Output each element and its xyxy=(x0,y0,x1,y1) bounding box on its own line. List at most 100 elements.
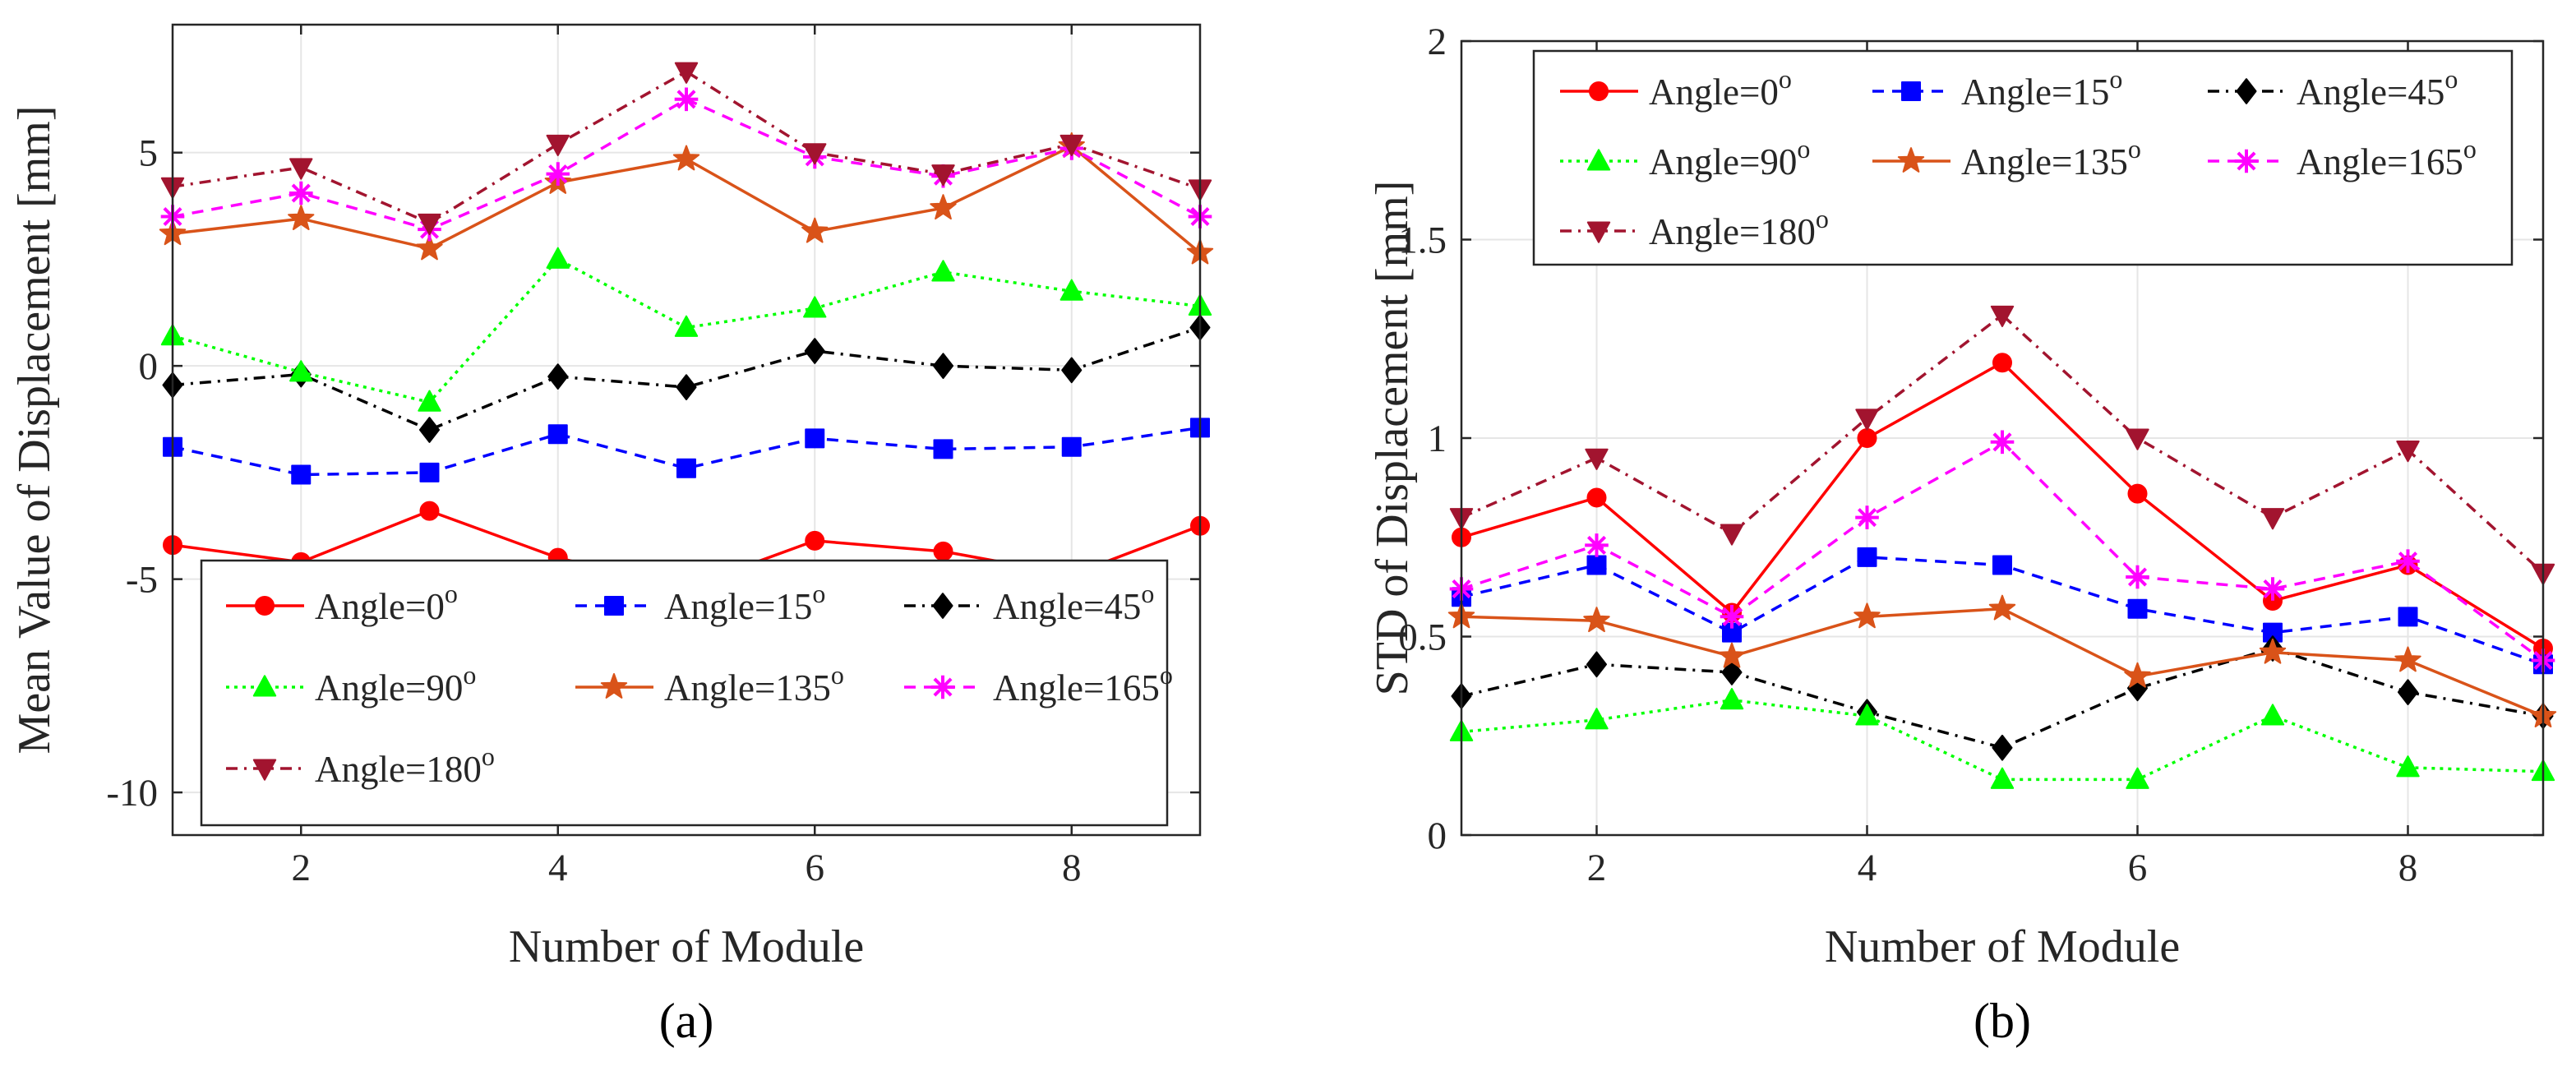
legend-label-superscript: o xyxy=(2128,134,2141,164)
legend-item: Angle=45o xyxy=(904,579,1154,627)
y-tick-label: 1.5 xyxy=(1398,219,1447,262)
legend-label-text: Angle=0 xyxy=(315,586,445,627)
ticks: 2 4 6 8 0 0.5 1 1.5 2 xyxy=(1398,21,2543,889)
legend-label-superscript: o xyxy=(1797,134,1810,164)
legend-item: Angle=0o xyxy=(226,579,458,627)
data-point xyxy=(2394,646,2421,672)
legend-label-text: Angle=15 xyxy=(664,586,812,627)
data-point xyxy=(1720,688,1744,710)
chart-a: 2 4 6 8 -10 -5 0 5 Number of Module Mean Value of… xyxy=(9,23,1214,1048)
x-axis-label: Number of Module xyxy=(509,921,864,972)
data-point xyxy=(289,360,313,382)
data-point xyxy=(1585,448,1609,470)
data-point xyxy=(676,374,697,400)
data-point xyxy=(2398,607,2418,627)
x-tick-label: 2 xyxy=(292,847,312,889)
legend-label-text: Angle=45 xyxy=(993,586,1141,627)
legend-label-superscript: o xyxy=(482,741,495,771)
data-point xyxy=(2126,565,2149,589)
legend-item: Angle=135o xyxy=(1872,134,2141,182)
legend-item: Angle=180o xyxy=(226,741,495,790)
legend-item: Angle=165o xyxy=(904,660,1173,708)
data-point xyxy=(2126,767,2149,789)
data-point xyxy=(288,205,315,230)
data-point xyxy=(291,464,312,485)
data-point xyxy=(1990,767,2015,789)
data-point xyxy=(2263,622,2283,643)
data-point xyxy=(1992,555,2012,575)
data-point xyxy=(1855,505,1879,529)
data-point xyxy=(2397,679,2419,705)
legend-swatch-marker xyxy=(600,673,628,699)
legend-label-superscript: o xyxy=(1141,579,1154,608)
data-point xyxy=(1722,622,1742,643)
data-point xyxy=(933,541,953,561)
legend-box xyxy=(1532,49,2514,266)
legend-swatch-marker xyxy=(2236,78,2257,104)
legend-swatch-marker xyxy=(1897,147,1925,173)
legend-swatch-marker xyxy=(1589,81,1609,101)
legend-label: Angle=0o xyxy=(315,579,458,627)
legend-label-text: Angle=180 xyxy=(1649,211,1816,252)
data-point xyxy=(2260,577,2285,601)
data-point xyxy=(2259,638,2287,664)
y-tick-label: -5 xyxy=(126,559,158,602)
legend-label-superscript: o xyxy=(831,660,844,690)
data-point xyxy=(2126,428,2149,450)
y-axis-label: Mean Value of Displacement [mm] xyxy=(9,106,60,755)
legend-item: Angle=135o xyxy=(575,660,844,708)
data-point xyxy=(2124,662,2151,688)
legend-label-text: Angle=165 xyxy=(993,667,1160,708)
legend-label: Angle=90o xyxy=(315,660,476,708)
x-tick-label: 6 xyxy=(806,847,825,889)
y-tick-label: 1 xyxy=(1428,418,1447,460)
series-line-angle-90 xyxy=(1461,699,2544,782)
data-point xyxy=(1583,607,1610,633)
data-point xyxy=(1720,524,1744,546)
legend-label-text: Angle=180 xyxy=(315,749,482,790)
legend-item: Angle=0o xyxy=(1560,64,1792,113)
legend-swatch-marker xyxy=(930,675,955,699)
legend-swatch-marker xyxy=(255,596,275,616)
data-point xyxy=(2396,441,2420,463)
data-point xyxy=(803,143,827,165)
x-tick-label: 8 xyxy=(1062,847,1082,889)
legend-label: Angle=90o xyxy=(1649,134,1810,182)
x-tick-label: 8 xyxy=(2398,847,2418,889)
legend-label-superscript: o xyxy=(1779,64,1792,94)
data-point xyxy=(546,162,570,186)
data-point xyxy=(289,158,313,180)
data-point xyxy=(419,501,440,521)
legend-swatch-marker xyxy=(604,596,624,616)
x-axis-label: Number of Module xyxy=(1825,921,2180,972)
data-point xyxy=(1061,436,1082,457)
data-point xyxy=(932,353,954,380)
legend-label: Angle=135o xyxy=(1961,134,2141,182)
x-tick-label: 2 xyxy=(1587,847,1607,889)
series-group xyxy=(1447,305,2557,789)
data-point xyxy=(1586,651,1608,678)
y-tick-label: -10 xyxy=(106,772,158,815)
data-point xyxy=(1721,659,1743,685)
legend-label-superscript: o xyxy=(463,660,476,690)
legend-swatch-marker xyxy=(2234,149,2259,173)
chart-b: 2 4 6 8 0 0.5 1 1.5 2 Number of Module STD of Disp… xyxy=(1367,21,2557,1048)
y-axis-label: STD of Displacement [mm] xyxy=(1367,181,1418,696)
data-point xyxy=(1992,734,2013,761)
x-tick-label: 6 xyxy=(2128,847,2148,889)
data-point xyxy=(1988,594,2016,621)
data-point xyxy=(547,424,568,445)
series-line-angle-15 xyxy=(172,426,1201,477)
data-point xyxy=(2396,549,2420,573)
y-tick-label: 0 xyxy=(139,345,159,388)
data-point xyxy=(930,194,957,220)
y-tick-label: 5 xyxy=(139,132,159,175)
legend-swatch-marker xyxy=(1901,81,1921,101)
legend-label-superscript: o xyxy=(2444,64,2458,94)
data-point xyxy=(1059,279,1083,301)
data-point xyxy=(804,338,825,364)
data-point xyxy=(2260,704,2285,726)
legend-swatch-marker xyxy=(932,593,953,619)
legend-label-superscript: o xyxy=(2109,64,2122,94)
data-point xyxy=(1585,533,1609,557)
